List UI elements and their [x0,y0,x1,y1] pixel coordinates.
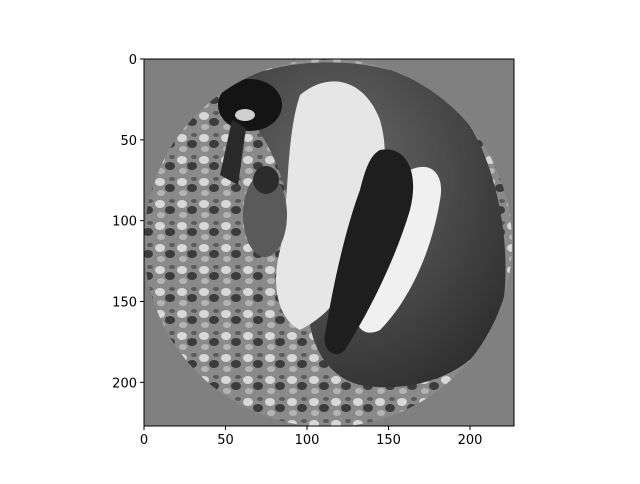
y-tick-label: 200 [112,376,137,391]
chick-head [253,166,279,194]
y-tick-label: 150 [112,296,137,311]
penguin-eye-patch [235,109,255,121]
y-axis: 0 50 100 150 200 [112,53,144,391]
penguin-flipper [324,149,414,355]
x-axis: 0 50 100 150 200 [140,426,483,448]
x-tick-label: 0 [140,433,148,448]
x-tick-label: 150 [376,433,401,448]
penguin-head [218,79,282,131]
penguin-belly [276,81,385,331]
y-tick-label: 50 [120,134,137,149]
axes-frame [143,58,515,427]
chick [243,173,287,257]
penguin-beak [220,120,246,185]
image-content [144,59,512,426]
x-tick-label: 200 [458,433,483,448]
x-tick-label: 50 [217,433,234,448]
y-tick-label: 0 [129,53,137,68]
x-tick-label: 100 [295,433,320,448]
y-tick-label: 100 [112,215,137,230]
